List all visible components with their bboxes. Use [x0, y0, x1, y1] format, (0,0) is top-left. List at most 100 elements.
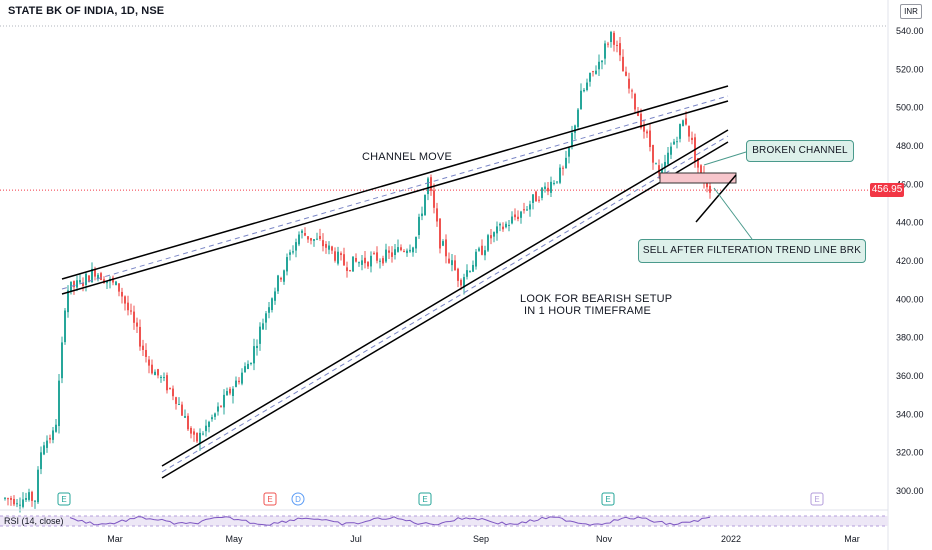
currency-button[interactable]: INR: [900, 4, 922, 19]
candle-body: [196, 432, 198, 442]
candle-body: [424, 194, 426, 216]
candle-body: [358, 262, 360, 264]
candle-body: [400, 247, 402, 251]
candle-body: [247, 363, 249, 370]
event-marker-label: E: [605, 495, 610, 504]
lower-channel-mid: [161, 135, 729, 473]
y-tick-label: 500.00: [896, 103, 924, 113]
rsi-band: [0, 516, 888, 526]
candle-body: [682, 120, 684, 127]
candle-body: [28, 492, 30, 500]
candle-body: [211, 417, 213, 420]
candle-body: [148, 359, 150, 366]
candle-body: [709, 185, 711, 193]
candle-body: [205, 425, 207, 432]
candle-body: [490, 235, 492, 239]
candle-body: [151, 364, 153, 374]
candle-body: [634, 93, 636, 110]
candle-body: [277, 275, 279, 292]
broken-channel-callout: BROKEN CHANNEL: [746, 140, 854, 162]
candle-body: [241, 372, 243, 384]
candle-body: [343, 254, 345, 266]
candle-body: [586, 82, 588, 90]
candle-body: [376, 252, 378, 261]
candle-body: [229, 388, 231, 394]
candle-body: [334, 251, 336, 261]
candle-body: [478, 248, 480, 251]
candle-body: [451, 260, 453, 266]
candle-body: [541, 187, 543, 198]
candle-body: [700, 165, 702, 173]
candle-body: [190, 427, 192, 434]
candle-body: [163, 377, 165, 379]
candle-body: [505, 223, 507, 228]
candle-body: [217, 406, 219, 412]
candle-body: [589, 73, 591, 82]
candle-body: [58, 380, 60, 427]
candle-body: [571, 132, 573, 147]
candle-body: [688, 125, 690, 137]
candle-body: [595, 70, 597, 74]
candle-body: [286, 257, 288, 272]
candle-body: [385, 249, 387, 262]
candle-body: [304, 233, 306, 236]
dividend-marker: [291, 492, 305, 506]
candle-body: [274, 291, 276, 301]
candle-body: [640, 113, 642, 128]
candle-body: [172, 388, 174, 397]
candle-body: [466, 270, 468, 277]
y-tick-label: 520.00: [896, 64, 924, 74]
candle-body: [367, 262, 369, 267]
candle-body: [445, 239, 447, 257]
candle-body: [475, 251, 477, 267]
candle-body: [49, 437, 51, 440]
rsi-line: [69, 516, 711, 526]
bearish-setup-label: LOOK FOR BEARISH SETUP: [520, 293, 673, 305]
candle-body: [169, 388, 171, 390]
candle-body: [598, 61, 600, 70]
candle-body: [403, 250, 405, 252]
candle-body: [511, 216, 513, 224]
candle-body: [553, 182, 555, 184]
candle-body: [193, 431, 195, 435]
candle-body: [37, 469, 39, 503]
candle-body: [145, 349, 147, 357]
sell-signal-pointer: [713, 187, 753, 240]
candle-body: [139, 326, 141, 347]
candle-body: [436, 208, 438, 222]
candle-body: [40, 452, 42, 470]
candle-body: [175, 397, 177, 404]
candle-body: [406, 250, 408, 254]
candle-body: [517, 216, 519, 219]
event-marker-label: E: [814, 495, 819, 504]
candle-body: [100, 273, 102, 281]
upper-channel-top: [61, 85, 729, 280]
candle-body: [226, 391, 228, 396]
broken-channel-pointer: [703, 151, 747, 166]
candle-body: [178, 404, 180, 406]
y-tick-label: 360.00: [896, 371, 924, 381]
candle-body: [82, 282, 84, 286]
candle-body: [142, 345, 144, 350]
candle-body: [325, 244, 327, 248]
lower-channel-top: [161, 129, 729, 467]
earnings-marker: [263, 492, 277, 506]
candle-body: [508, 224, 510, 226]
candle-body: [604, 43, 606, 59]
candle-body: [409, 249, 411, 252]
candle-body: [187, 415, 189, 430]
candle-body: [442, 241, 444, 246]
candle-body: [373, 253, 375, 255]
candle-body: [622, 56, 624, 72]
candle-body: [88, 275, 90, 283]
x-tick-label: Mar: [844, 534, 860, 544]
channel-move-label: CHANNEL MOVE: [362, 151, 453, 163]
candle-body: [124, 296, 126, 304]
candle-body: [301, 230, 303, 233]
candle-body: [454, 260, 456, 271]
candle-body: [706, 182, 708, 188]
candle-body: [22, 499, 24, 507]
candle-body: [316, 238, 318, 240]
chart-title: STATE BK OF INDIA, 1D, NSE: [8, 5, 165, 17]
